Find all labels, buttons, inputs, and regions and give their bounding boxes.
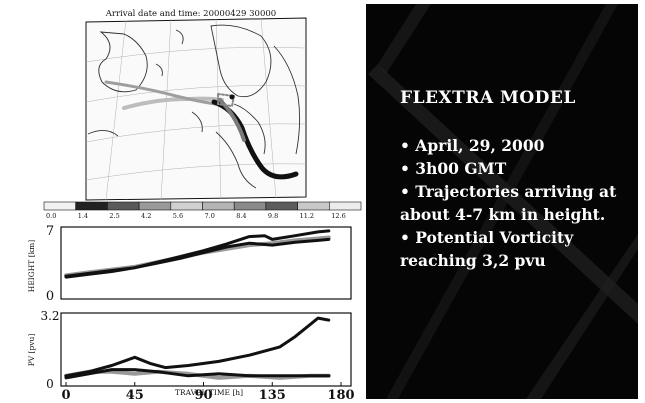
slide: Arrival date and time: 20000429 30000	[6, 4, 638, 399]
x-tick-label: 0	[61, 388, 70, 399]
slide-title: FLEXTRA MODEL	[400, 88, 576, 108]
bullet-potential-vorticity: • Potential Vorticity reaching 3,2 pvu	[400, 228, 574, 270]
height-series-line-2	[64, 229, 331, 279]
pv-top-label: 3.2	[40, 309, 59, 323]
pv-axis-label: PV [pvu]	[27, 334, 36, 367]
bullet-time: • 3h00 GMT	[400, 159, 507, 178]
colorbar-tick-label: 4.2	[141, 212, 151, 220]
arrival-point	[229, 94, 235, 100]
colorbar-swatch	[328, 201, 362, 211]
pv-bottom-label: 0	[46, 377, 54, 391]
height-bottom-label: 0	[46, 289, 54, 304]
colorbar-tick-label: 12.6	[331, 212, 345, 220]
colorbar-swatch	[43, 201, 77, 211]
colorbar: 0.0 1.4 2.5 4.2 5.6 7.0 8.4 9.8 11.2 12.6	[43, 201, 362, 220]
colorbar-tick-label: 11.2	[300, 212, 314, 220]
colorbar-swatch	[202, 201, 235, 211]
x-tick-label: 45	[126, 388, 144, 399]
colorbar-swatch	[107, 201, 140, 211]
colorbar-swatch	[233, 201, 267, 211]
background-light-streaks	[368, 4, 638, 399]
colorbar-tick-label: 8.4	[236, 212, 246, 220]
pv-plot	[64, 316, 331, 380]
x-tick-label: 90	[194, 388, 212, 399]
figure-panel: Arrival date and time: 20000429 30000	[6, 4, 366, 399]
colorbar-swatch	[138, 201, 172, 211]
colorbar-swatch	[265, 201, 298, 211]
x-tick-label: 135	[259, 388, 286, 399]
height-plot	[64, 229, 331, 279]
colorbar-swatch	[75, 201, 108, 211]
colorbar-tick-label: 2.5	[109, 212, 119, 220]
bullet-date: • April, 29, 2000	[400, 136, 545, 155]
pv-series-line-1	[64, 316, 331, 378]
colorbar-swatch	[170, 201, 203, 211]
x-tick-label: 180	[327, 388, 354, 399]
colorbar-swatch	[297, 201, 330, 211]
colorbar-tick-label: 7.0	[205, 212, 215, 220]
height-top-label: 7	[46, 224, 54, 239]
colorbar-tick-label: 0.0	[46, 212, 56, 220]
height-axis-label: HEIGHT [km]	[27, 240, 36, 292]
trajectories	[104, 80, 299, 180]
colorbar-tick-label: 5.6	[173, 212, 183, 220]
figure-svg: Arrival date and time: 20000429 30000	[27, 9, 362, 399]
pv-series-line-2	[64, 368, 331, 380]
x-axis-label: TRAVEL TIME [h]	[175, 388, 243, 397]
bullet-trajectories: • Trajectories arriving at about 4-7 km …	[400, 182, 617, 224]
colorbar-tick-label: 9.8	[268, 212, 278, 220]
trajectory-map	[85, 17, 307, 201]
text-panel: FLEXTRA MODEL • April, 29, 2000 • 3h00 G…	[400, 88, 636, 272]
colorbar-tick-label: 1.4	[78, 212, 88, 220]
x-axis-ticks: 0 45 90 135 180	[61, 382, 355, 399]
map-title: Arrival date and time: 20000429 30000	[105, 9, 276, 19]
coastlines	[87, 24, 301, 189]
